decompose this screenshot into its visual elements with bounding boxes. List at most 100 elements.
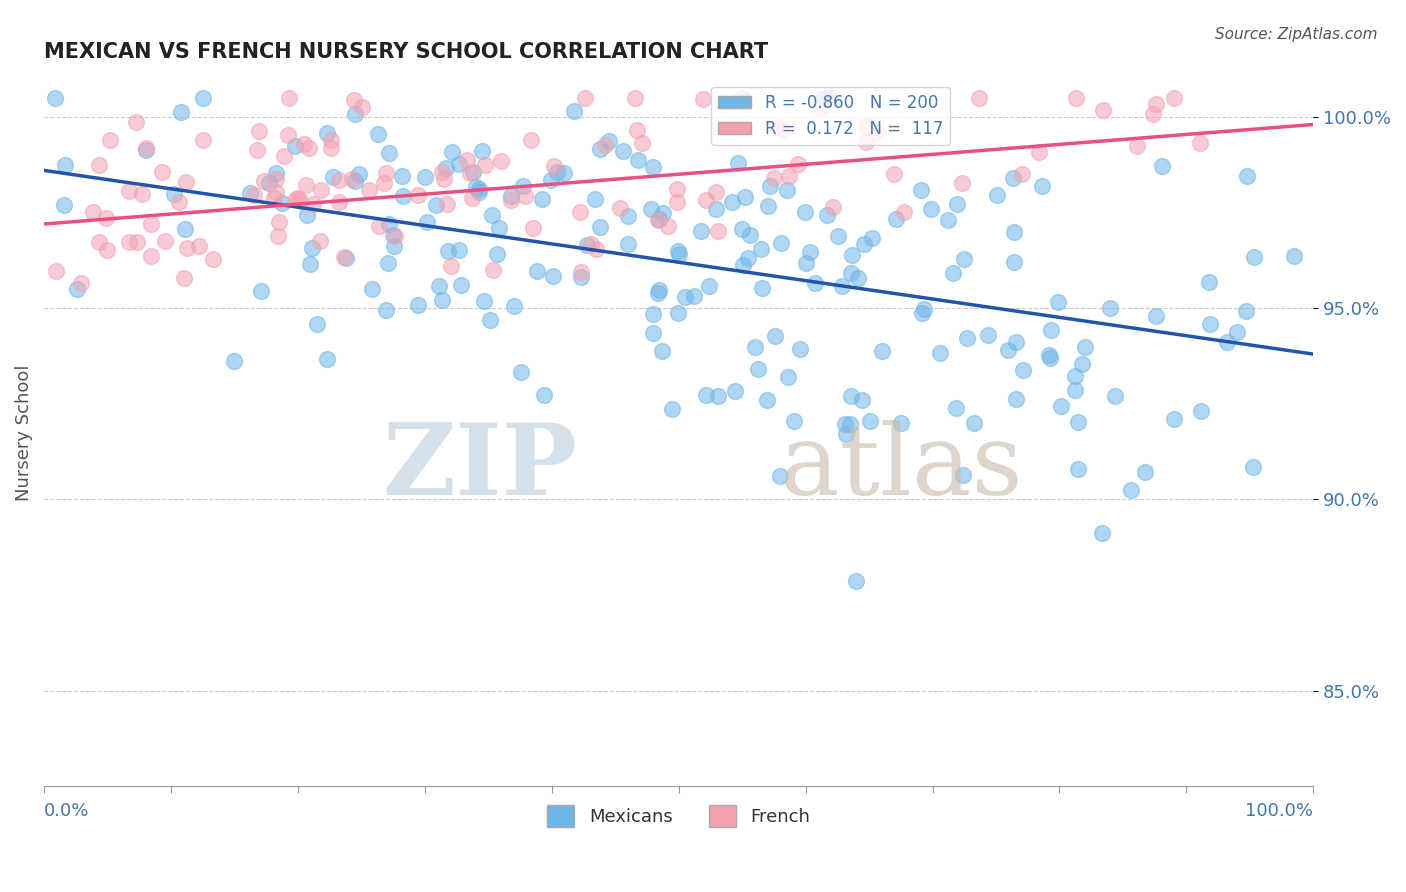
Point bbox=[855, 119, 877, 133]
Point bbox=[589, 142, 612, 156]
Point bbox=[246, 144, 269, 158]
Point bbox=[277, 128, 299, 142]
Point bbox=[920, 202, 942, 217]
Point bbox=[522, 221, 544, 235]
Point bbox=[1236, 303, 1258, 318]
Point bbox=[1074, 340, 1097, 354]
Point bbox=[284, 139, 307, 153]
Point bbox=[707, 224, 730, 238]
Point bbox=[690, 224, 713, 238]
Point bbox=[343, 93, 366, 107]
Point bbox=[751, 280, 773, 294]
Point bbox=[1067, 415, 1090, 429]
Point bbox=[841, 248, 863, 262]
Point bbox=[301, 241, 323, 255]
Point bbox=[540, 173, 562, 187]
Point bbox=[1002, 225, 1025, 239]
Point bbox=[1066, 91, 1088, 105]
Point bbox=[222, 353, 245, 368]
Point bbox=[305, 317, 328, 331]
Point bbox=[98, 133, 121, 147]
Point bbox=[643, 307, 665, 321]
Point bbox=[1091, 103, 1114, 117]
Point bbox=[950, 176, 973, 190]
Point bbox=[267, 228, 290, 243]
Point bbox=[631, 136, 654, 151]
Point bbox=[803, 276, 825, 290]
Point bbox=[297, 141, 319, 155]
Point bbox=[1071, 357, 1094, 371]
Point bbox=[533, 388, 555, 402]
Point bbox=[617, 236, 640, 251]
Point bbox=[1049, 399, 1071, 413]
Point bbox=[465, 180, 488, 194]
Point bbox=[512, 179, 534, 194]
Point bbox=[328, 173, 350, 187]
Point bbox=[1005, 334, 1028, 349]
Point bbox=[481, 208, 503, 222]
Text: ZIP: ZIP bbox=[382, 419, 576, 516]
Point bbox=[1067, 461, 1090, 475]
Point bbox=[724, 384, 747, 399]
Point bbox=[553, 166, 575, 180]
Point bbox=[1038, 348, 1060, 362]
Point bbox=[503, 299, 526, 313]
Point bbox=[292, 137, 315, 152]
Point bbox=[651, 206, 673, 220]
Point bbox=[82, 204, 104, 219]
Point bbox=[378, 217, 401, 231]
Y-axis label: Nursery School: Nursery School bbox=[15, 364, 32, 500]
Point bbox=[1163, 411, 1185, 425]
Point bbox=[585, 242, 607, 256]
Point bbox=[501, 193, 523, 207]
Point bbox=[769, 469, 792, 483]
Point bbox=[581, 237, 603, 252]
Point bbox=[575, 238, 598, 252]
Point bbox=[139, 217, 162, 231]
Point bbox=[53, 158, 76, 172]
Point bbox=[481, 262, 503, 277]
Point bbox=[153, 234, 176, 248]
Point bbox=[763, 328, 786, 343]
Point bbox=[461, 191, 484, 205]
Point bbox=[70, 276, 93, 290]
Point bbox=[433, 172, 456, 186]
Point bbox=[467, 185, 489, 199]
Point bbox=[316, 126, 339, 140]
Point bbox=[378, 146, 401, 161]
Point bbox=[413, 169, 436, 184]
Point bbox=[1216, 335, 1239, 350]
Point bbox=[271, 195, 294, 210]
Point bbox=[838, 417, 860, 432]
Point bbox=[866, 125, 889, 139]
Point bbox=[1163, 91, 1185, 105]
Point bbox=[612, 144, 634, 158]
Point bbox=[187, 239, 209, 253]
Point bbox=[776, 183, 799, 197]
Point bbox=[763, 171, 786, 186]
Point bbox=[967, 91, 990, 105]
Point bbox=[1189, 136, 1212, 150]
Point bbox=[450, 278, 472, 293]
Point bbox=[626, 123, 648, 137]
Point bbox=[883, 167, 905, 181]
Point bbox=[449, 243, 471, 257]
Point bbox=[953, 252, 976, 266]
Point bbox=[367, 219, 389, 233]
Point bbox=[135, 143, 157, 157]
Point bbox=[1028, 145, 1050, 160]
Point bbox=[617, 209, 640, 223]
Point bbox=[264, 172, 287, 186]
Point bbox=[1098, 301, 1121, 315]
Point bbox=[427, 278, 450, 293]
Point bbox=[458, 166, 481, 180]
Point bbox=[1152, 159, 1174, 173]
Point bbox=[201, 252, 224, 266]
Point bbox=[704, 202, 727, 217]
Point bbox=[1142, 107, 1164, 121]
Point bbox=[96, 211, 118, 225]
Point bbox=[173, 222, 195, 236]
Point bbox=[359, 183, 381, 197]
Point bbox=[382, 227, 405, 242]
Point bbox=[720, 194, 742, 209]
